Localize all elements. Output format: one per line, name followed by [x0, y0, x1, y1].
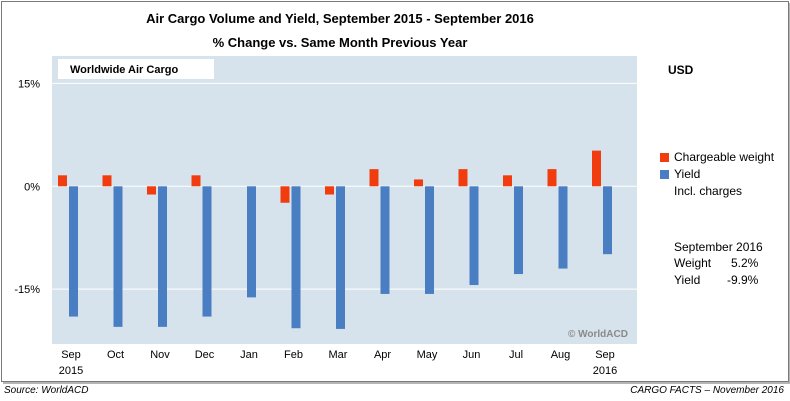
summary-weight-label: Weight	[674, 256, 712, 270]
x-tick-label: May	[417, 349, 438, 361]
x-tick-label: Jun	[463, 349, 481, 361]
bar-yield	[69, 186, 78, 317]
bar-yield	[291, 186, 301, 329]
legend-label-weight: Chargeable weight	[674, 150, 775, 164]
currency-label: USD	[668, 63, 694, 77]
bar-yield	[336, 186, 345, 329]
x-tick-sublabel: 2016	[593, 365, 617, 377]
x-tick-label: Jan	[240, 349, 258, 361]
bar-yield	[469, 186, 479, 286]
bar-yield	[158, 186, 167, 327]
x-tick-label: Jul	[509, 349, 523, 361]
y-tick-label: 15%	[18, 78, 40, 90]
x-tick-sublabel: 2015	[59, 365, 83, 377]
x-tick-label: Dec	[195, 349, 215, 361]
bar-chargeable-weight	[458, 169, 468, 187]
legend-swatch-weight	[660, 152, 669, 162]
bar-chargeable-weight	[147, 186, 156, 195]
bar-chargeable-weight	[592, 150, 601, 187]
panel-label: Worldwide Air Cargo	[70, 64, 178, 76]
bar-yield	[247, 186, 256, 298]
x-tick-label: Oct	[107, 349, 124, 361]
x-tick-label: Apr	[374, 349, 391, 361]
bar-yield	[202, 186, 212, 317]
source-note: Source: WorldACD	[4, 385, 89, 396]
summary-yield-label: Yield	[674, 273, 701, 287]
bar-chargeable-weight	[369, 169, 379, 187]
bar-yield	[514, 186, 523, 275]
bar-yield	[425, 186, 434, 294]
legend-note: Incl. charges	[674, 184, 743, 198]
credit-note: CARGO FACTS – November 2016	[630, 385, 784, 396]
x-tick-label: Aug	[551, 349, 571, 361]
x-tick-label: Sep	[61, 349, 81, 361]
legend-item-weight: Chargeable weight	[660, 150, 774, 164]
legend-swatch-yield	[660, 169, 669, 179]
summary-yield-value: -9.9%	[727, 273, 759, 287]
bar-yield	[113, 186, 123, 327]
x-tick-label: Feb	[284, 349, 303, 361]
bar-chargeable-weight	[325, 186, 334, 195]
bar-yield	[558, 186, 568, 269]
summary-weight-value: 5.2%	[731, 256, 759, 270]
legend-item-yield: Yield	[660, 167, 700, 181]
bar-chargeable-weight	[414, 179, 423, 187]
chart-title: Air Cargo Volume and Yield, September 20…	[146, 11, 534, 26]
summary-heading: September 2016	[674, 240, 763, 254]
bar-yield	[603, 186, 612, 255]
bar-chargeable-weight	[547, 169, 557, 187]
bar-chargeable-weight	[58, 175, 67, 187]
bar-chargeable-weight	[102, 175, 112, 187]
y-tick-label: -15%	[14, 284, 40, 296]
x-tick-label: Sep	[595, 349, 615, 361]
watermark: © WorldACD	[568, 329, 628, 340]
bar-chargeable-weight	[280, 186, 290, 203]
bar-yield	[380, 186, 390, 294]
chart-subtitle: % Change vs. Same Month Previous Year	[212, 35, 468, 50]
bar-chargeable-weight	[191, 175, 201, 187]
panel-label-box	[58, 59, 214, 79]
y-tick-label: 0%	[24, 181, 40, 193]
x-tick-label: Mar	[329, 349, 348, 361]
x-tick-label: Nov	[150, 349, 170, 361]
bar-chargeable-weight	[503, 175, 512, 187]
legend-label-yield: Yield	[674, 167, 701, 181]
